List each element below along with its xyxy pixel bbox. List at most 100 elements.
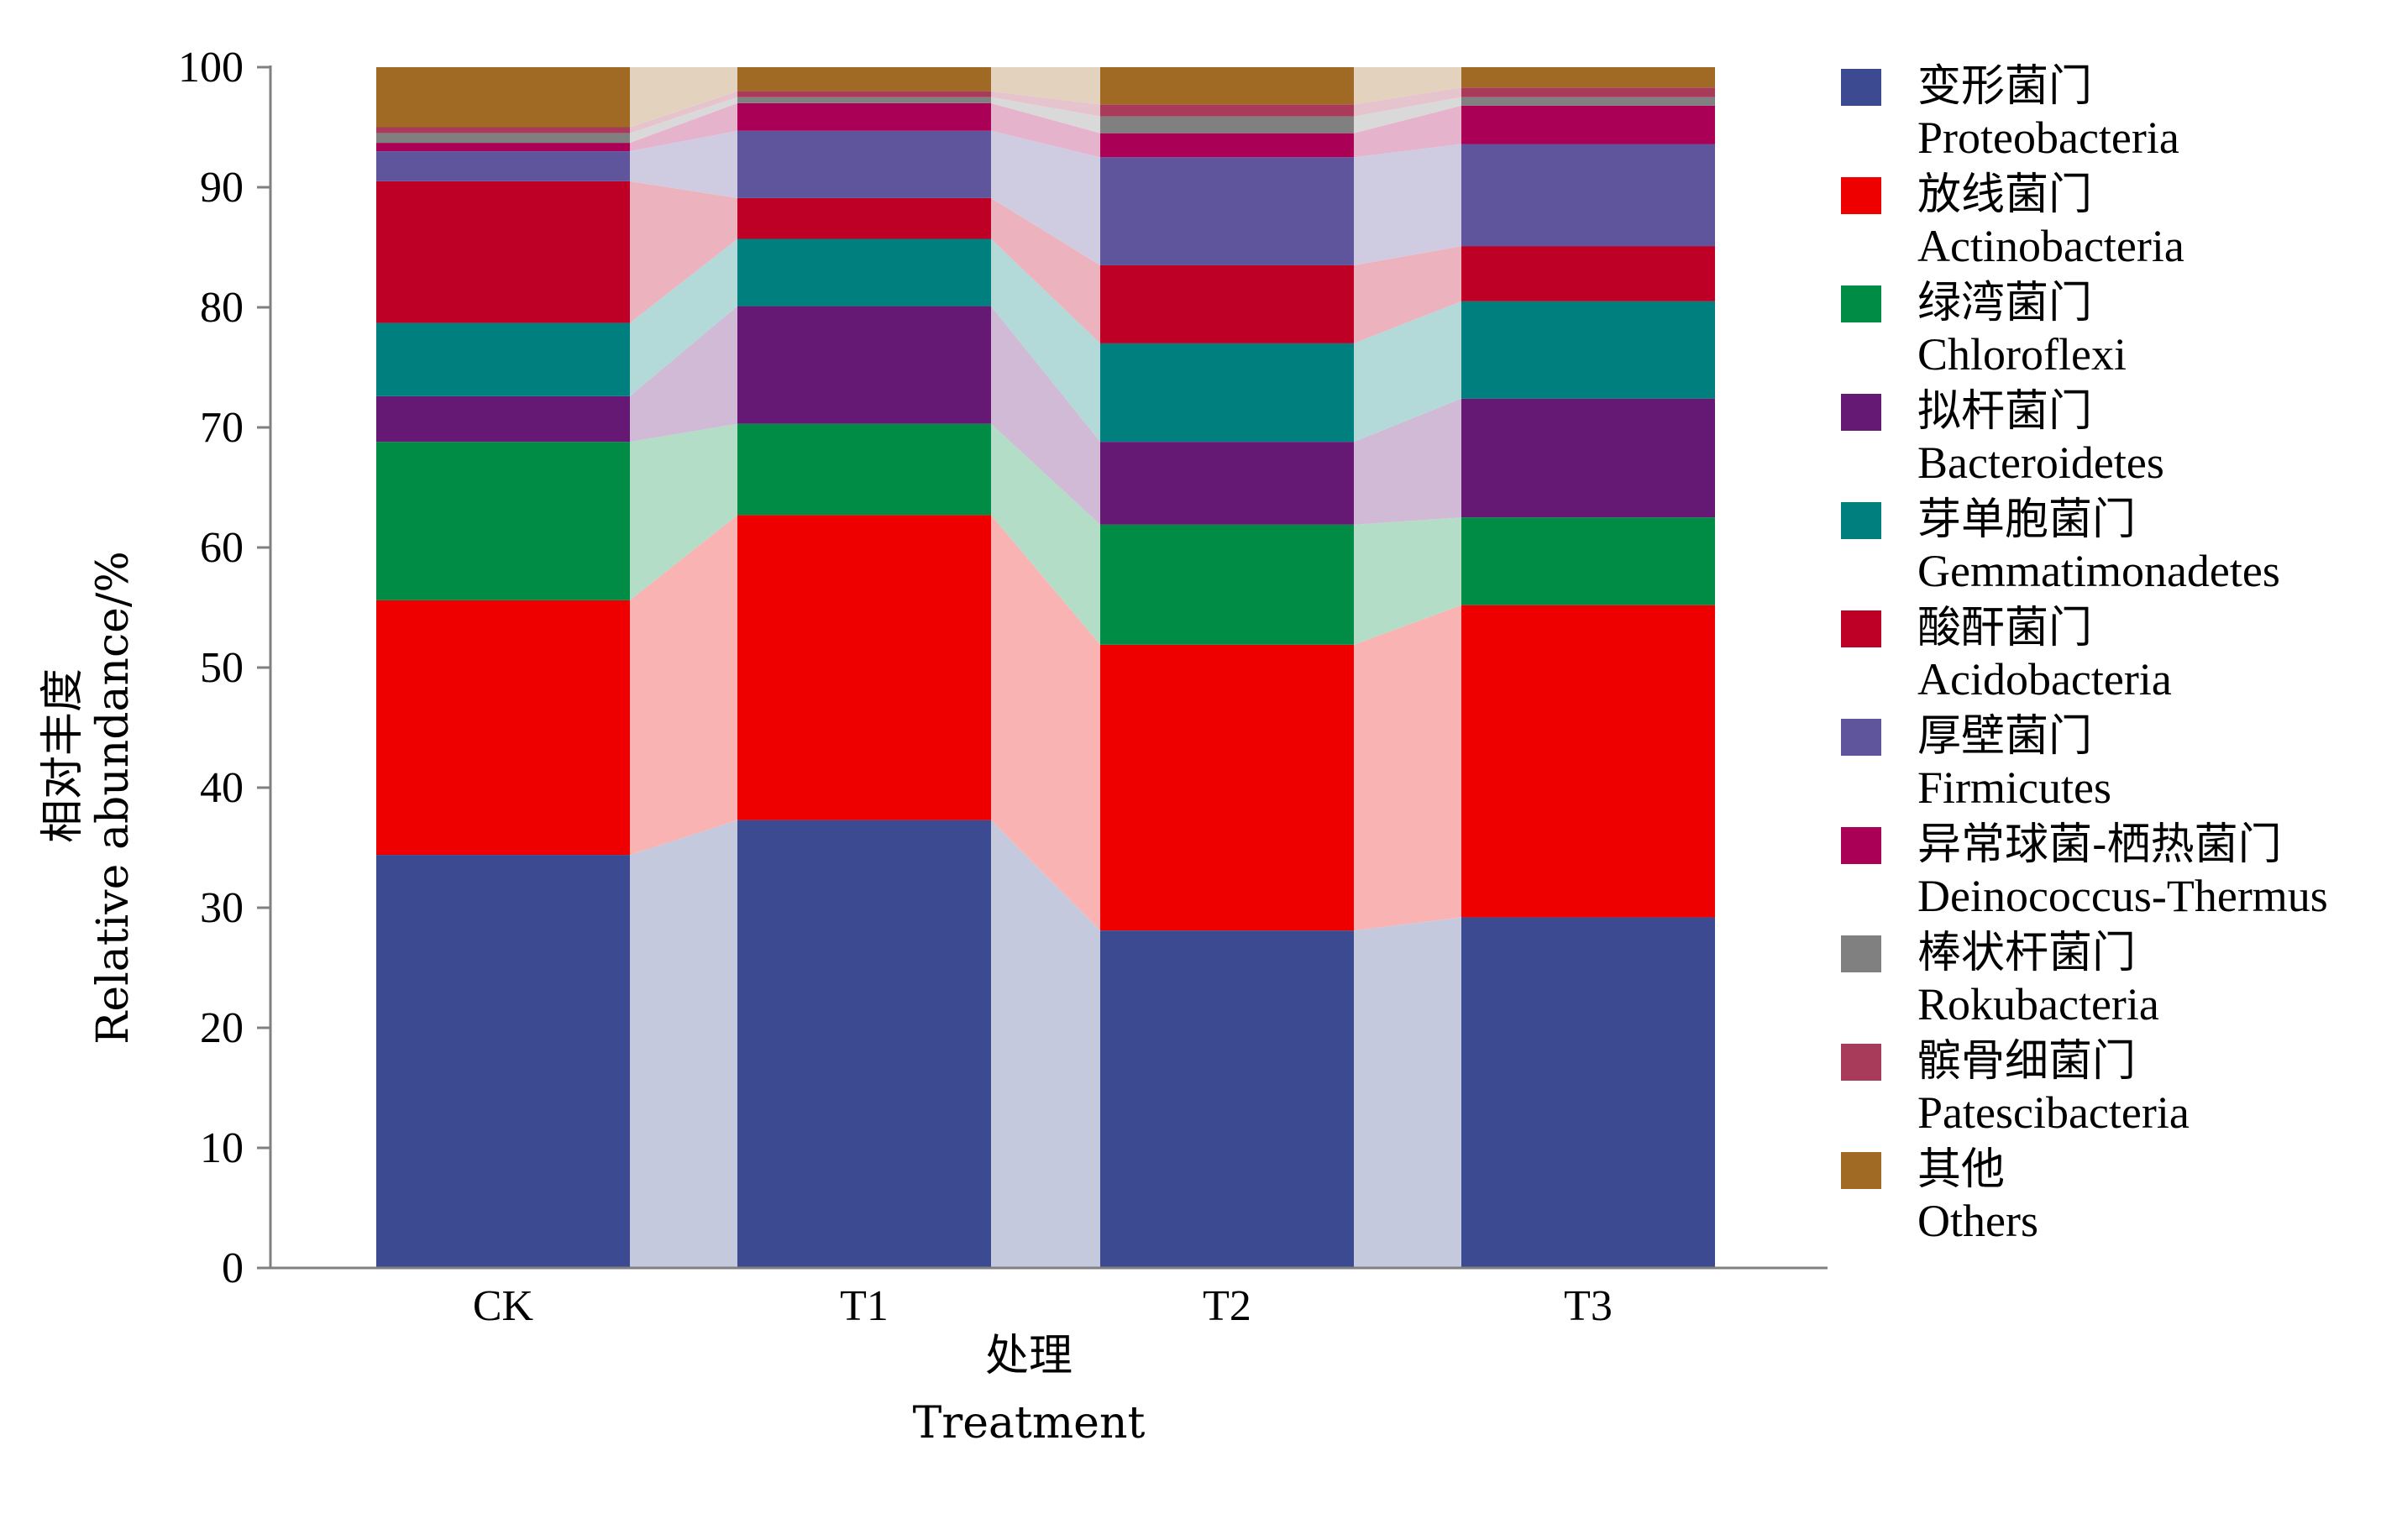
connector-band-others-t1 [991, 67, 1100, 105]
connector-band-deinococcus-thermus-ck [630, 102, 737, 152]
connector-band-bacteroidetes-t1 [991, 306, 1100, 525]
bar-segment-proteobacteria-t1 [737, 820, 991, 1268]
bar-segment-gemmatimonadetes-t1 [737, 238, 991, 306]
bar-segment-rokubacteria-t1 [737, 97, 991, 103]
y-tick-label: 10 [200, 1124, 244, 1172]
legend-label-en: Chloroflexi [1917, 329, 2127, 380]
bar-segment-patescibacteria-ck [376, 127, 630, 134]
bar-segment-actinobacteria-t1 [737, 515, 991, 820]
connector-band-proteobacteria-t2 [1354, 917, 1461, 1268]
bar-segment-chloroflexi-t3 [1461, 517, 1715, 605]
legend-label-cn: 放线菌门 [1917, 170, 2092, 220]
legend-label-en: Patescibacteria [1917, 1087, 2190, 1138]
bar-segment-actinobacteria-t3 [1461, 605, 1715, 918]
connector-band-firmicutes-ck [630, 130, 737, 198]
bar-segment-others-t1 [737, 67, 991, 92]
legend-label-cn: 变形菌门 [1917, 61, 2092, 112]
connector-band-patescibacteria-t2 [1354, 87, 1461, 117]
bar-segment-actinobacteria-t2 [1100, 644, 1354, 931]
connector-band-rokubacteria-t1 [991, 97, 1100, 134]
connector-bands [630, 67, 1461, 1268]
legend-swatch [1841, 394, 1881, 431]
legend-swatch [1841, 285, 1881, 322]
bar-segment-patescibacteria-t1 [737, 91, 991, 97]
connector-band-chloroflexi-t2 [1354, 517, 1461, 645]
legend-label-en: Rokubacteria [1917, 979, 2159, 1029]
connector-band-others-ck [630, 67, 737, 128]
bar-segment-bacteroidetes-t1 [737, 306, 991, 424]
legend-label-cn: 酸酐菌门 [1917, 603, 2092, 653]
x-tick-label: T1 [840, 1282, 889, 1330]
legend-label-en: Bacteroidetes [1917, 437, 2164, 488]
y-axis-title-cn: 相对丰度 [38, 668, 88, 843]
connector-band-firmicutes-t2 [1354, 144, 1461, 265]
bar-segment-gemmatimonadetes-t2 [1100, 343, 1354, 443]
bar-segment-bacteroidetes-ck [376, 395, 630, 443]
bar-segment-others-t2 [1100, 67, 1354, 105]
x-tick-labels: CK T1 T2 T3 [473, 1282, 1613, 1330]
bar-segment-others-ck [376, 67, 630, 128]
connector-band-deinococcus-thermus-t2 [1354, 105, 1461, 158]
bar-segment-rokubacteria-ck [376, 133, 630, 144]
bar-segment-deinococcus-thermus-t2 [1100, 133, 1354, 158]
bar-segment-firmicutes-t1 [737, 130, 991, 198]
bar-segment-others-t3 [1461, 67, 1715, 88]
y-tick-label: 30 [200, 884, 244, 932]
bars [376, 67, 1715, 1268]
legend-swatch [1841, 69, 1881, 106]
bar-segment-patescibacteria-t2 [1100, 104, 1354, 117]
bar-segment-gemmatimonadetes-t3 [1461, 301, 1715, 399]
connector-band-acidobacteria-ck [630, 181, 737, 323]
bar-segment-gemmatimonadetes-ck [376, 322, 630, 396]
bar-segment-chloroflexi-ck [376, 442, 630, 600]
bar-segment-acidobacteria-t2 [1100, 265, 1354, 343]
connector-band-acidobacteria-t1 [991, 197, 1100, 343]
y-tick-label: 90 [200, 164, 244, 212]
legend-label-en: Firmicutes [1917, 762, 2111, 813]
bar-segment-proteobacteria-t3 [1461, 917, 1715, 1268]
connector-band-acidobacteria-t2 [1354, 246, 1461, 343]
x-axis-title-cn: 处理 [985, 1331, 1072, 1381]
legend-swatch [1841, 719, 1881, 756]
legend-swatch [1841, 935, 1881, 972]
legend-swatch [1841, 177, 1881, 214]
y-tick-label: 60 [200, 524, 244, 572]
bar-segment-chloroflexi-t1 [737, 423, 991, 516]
y-axis-title-en: Relative abundance/% [88, 551, 139, 1045]
bar-segment-proteobacteria-ck [376, 855, 630, 1268]
bar-segment-firmicutes-ck [376, 151, 630, 181]
connector-band-patescibacteria-ck [630, 91, 737, 134]
y-tick-label: 80 [200, 284, 244, 332]
bar-segment-firmicutes-t2 [1100, 157, 1354, 265]
legend-label-cn: 棒状杆菌门 [1917, 928, 2136, 978]
legend-label-en: Deinococcus-Thermus [1917, 871, 2328, 921]
bar-segment-bacteroidetes-t3 [1461, 398, 1715, 518]
connector-band-rokubacteria-ck [630, 97, 737, 144]
legend-label-cn: 厚壁菌门 [1917, 711, 2092, 762]
bar-segment-deinococcus-thermus-t3 [1461, 105, 1715, 144]
legend-swatch [1841, 502, 1881, 539]
legend-label-cn: 髌骨细菌门 [1917, 1036, 2136, 1087]
connector-band-deinococcus-thermus-t1 [991, 102, 1100, 158]
connector-band-actinobacteria-t1 [991, 515, 1100, 931]
connector-band-gemmatimonadetes-t2 [1354, 301, 1461, 443]
connector-band-chloroflexi-t1 [991, 423, 1100, 645]
y-tick-label: 100 [178, 44, 244, 92]
legend-label-cn: 异常球菌-栖热菌门 [1917, 820, 2282, 870]
bar-segment-chloroflexi-t2 [1100, 524, 1354, 645]
connector-band-bacteroidetes-ck [630, 306, 737, 443]
x-tick-label: CK [473, 1282, 534, 1330]
legend-swatch [1841, 1152, 1881, 1189]
legend-label-en: Others [1917, 1196, 2038, 1246]
connector-band-actinobacteria-ck [630, 515, 737, 856]
legend-swatch [1841, 1044, 1881, 1081]
bar-segment-actinobacteria-ck [376, 600, 630, 856]
connector-band-firmicutes-t1 [991, 130, 1100, 265]
bar-segment-acidobacteria-t3 [1461, 246, 1715, 301]
legend-label-cn: 绿湾菌门 [1917, 278, 2092, 328]
legend-swatch [1841, 610, 1881, 647]
connector-band-actinobacteria-t2 [1354, 605, 1461, 931]
x-tick-label: T2 [1203, 1282, 1251, 1330]
